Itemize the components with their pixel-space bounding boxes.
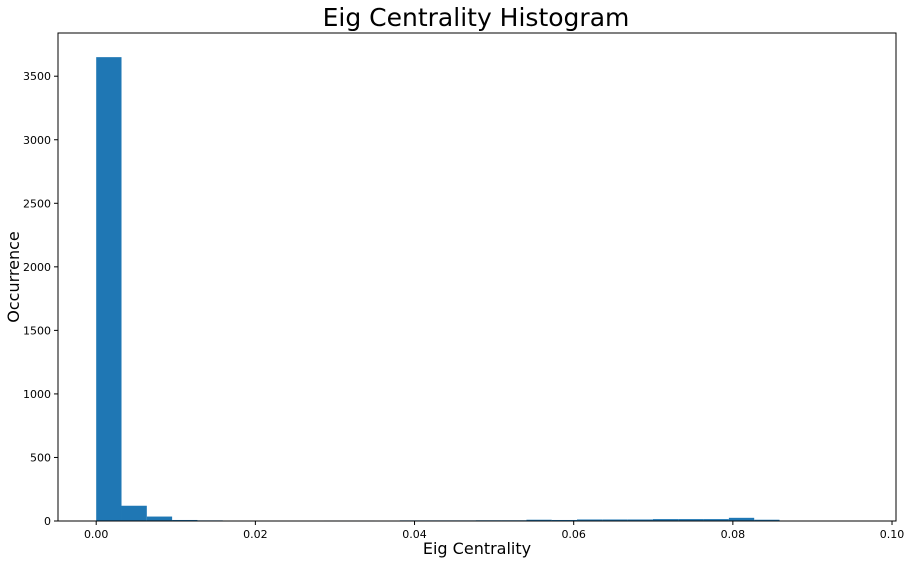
- histogram-bar-25: [728, 517, 755, 521]
- chart-title: Eig Centrality Histogram: [323, 3, 630, 32]
- histogram-bar-26: [754, 519, 780, 521]
- y-axis-ticks: 0 500 1000 1500 2000 2500 3000 3500: [23, 70, 58, 528]
- x-tick-label-4: 0.08: [721, 528, 746, 541]
- y-tick-label-5: 2500: [23, 197, 51, 210]
- y-tick-label-6: 3000: [23, 134, 51, 147]
- x-axis-ticks: 0.00 0.02 0.04 0.06 0.08 0.10: [84, 521, 904, 541]
- y-tick-label-2: 1000: [23, 388, 51, 401]
- y-tick-label-3: 1500: [23, 324, 51, 337]
- histogram-bar-17: [526, 519, 552, 521]
- histogram-bar-2: [146, 516, 173, 521]
- histogram-bar-0: [96, 57, 122, 522]
- histogram-bar-23: [678, 519, 704, 521]
- x-tick-label-2: 0.04: [402, 528, 427, 541]
- x-tick-label-0: 0.00: [84, 528, 109, 541]
- x-tick-label-1: 0.02: [243, 528, 268, 541]
- histogram-bar-3: [172, 519, 198, 521]
- histogram-bar-22: [652, 519, 679, 521]
- y-tick-label-4: 2000: [23, 261, 51, 274]
- x-tick-label-5: 0.10: [880, 528, 905, 541]
- histogram-bar-1: [121, 505, 147, 521]
- histogram-bar-21: [627, 519, 653, 521]
- x-axis-label: Eig Centrality: [423, 539, 531, 558]
- y-tick-label-7: 3500: [23, 70, 51, 83]
- histogram-bar-20: [602, 519, 628, 521]
- histogram-bar-18: [551, 519, 578, 521]
- y-tick-label-1: 500: [30, 451, 51, 464]
- y-axis-label: Occurrence: [4, 231, 23, 322]
- bars-group: [96, 57, 780, 522]
- plot-frame: [57, 32, 897, 522]
- histogram-bar-24: [703, 519, 729, 521]
- histogram-bar-19: [577, 519, 603, 521]
- x-tick-label-3: 0.06: [561, 528, 586, 541]
- y-tick-label-0: 0: [44, 515, 51, 528]
